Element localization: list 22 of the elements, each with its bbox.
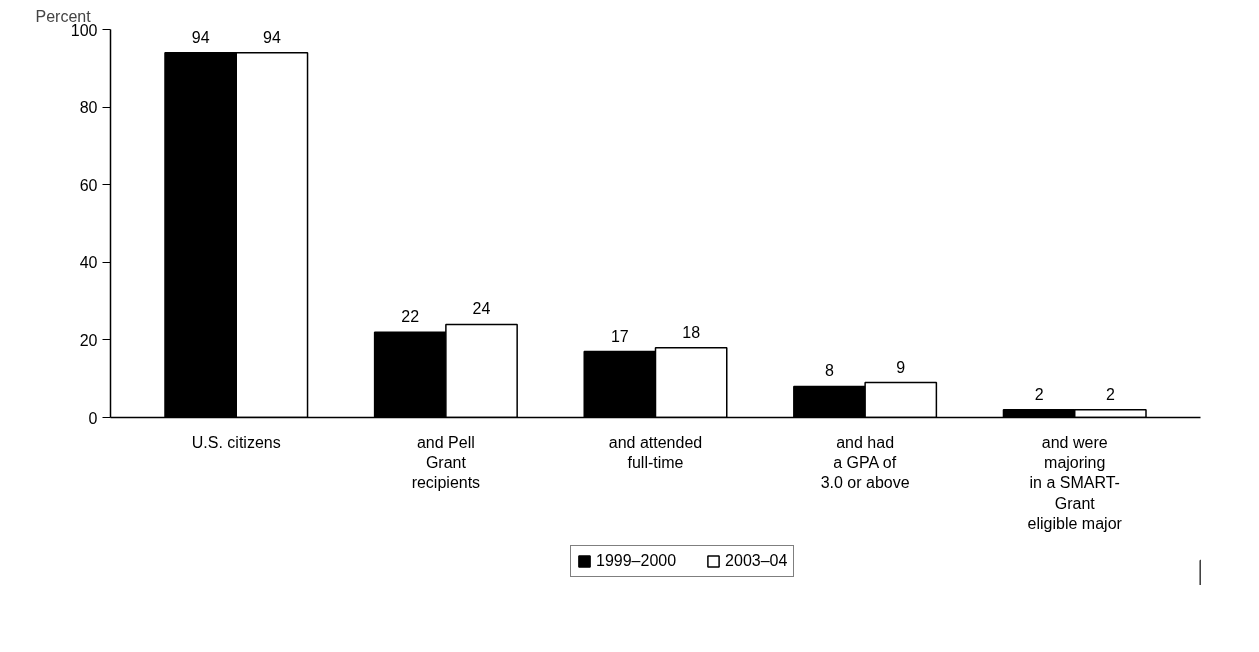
- data-label: 17: [610, 327, 629, 345]
- x-tick-label: and were majoring in a SMART- Grant eligible major: [1027, 433, 1123, 533]
- y-tick-label: 60: [79, 176, 98, 194]
- y-tick-label: 40: [79, 254, 98, 272]
- y-tick-label: 20: [79, 331, 98, 349]
- data-label: 8: [825, 362, 835, 380]
- data-label: 94: [263, 28, 281, 46]
- data-label: 94: [191, 28, 210, 46]
- y-tick-label: 0: [88, 409, 98, 427]
- y-tick-label: 80: [79, 99, 98, 117]
- legend-label: 1999–2000: [596, 552, 677, 570]
- x-tick-label: and had a GPA of 3.0 or above: [820, 433, 910, 492]
- data-label: 24: [472, 300, 491, 318]
- legend-label: 2003–04: [725, 552, 788, 570]
- data-label: 9: [896, 358, 906, 376]
- data-label: 2: [1034, 385, 1044, 403]
- data-label: 18: [682, 323, 701, 341]
- x-tick-label: U.S. citizens: [191, 433, 281, 451]
- data-label: 2: [1105, 385, 1115, 403]
- x-tick-label: and Pell Grant recipients: [411, 433, 481, 492]
- data-label: 22: [401, 308, 420, 326]
- x-tick-label: and attended full-time: [608, 433, 703, 471]
